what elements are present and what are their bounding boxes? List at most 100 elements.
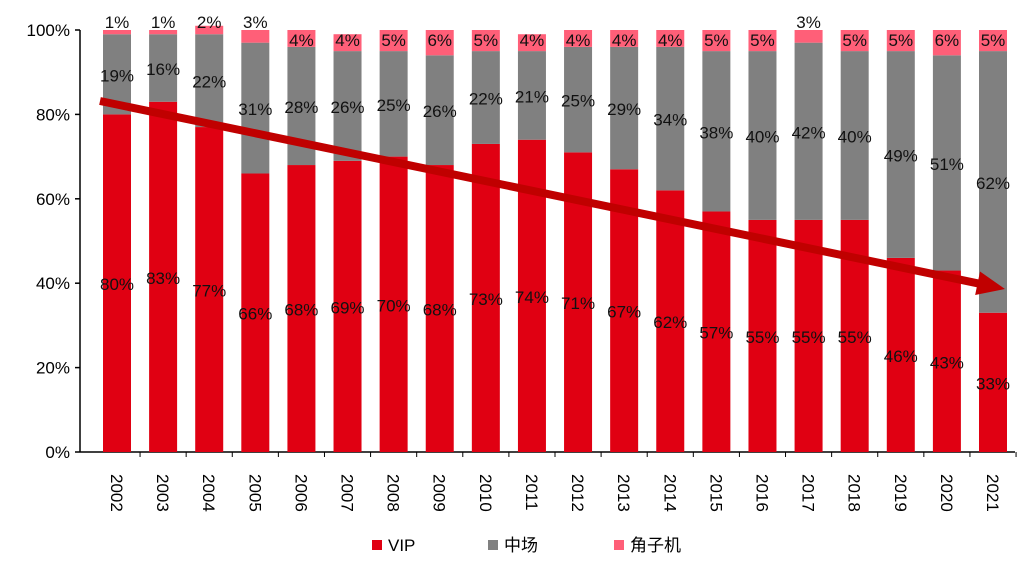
data-label-角子机: 5% [474, 31, 499, 50]
data-label-中场: 62% [976, 174, 1010, 193]
bar-中场-2012 [564, 46, 593, 153]
data-label-中场: 28% [284, 98, 318, 117]
bar-中场-2011 [517, 51, 546, 140]
bar-角子机-2007 [333, 34, 362, 52]
data-label-VIP: 55% [792, 328, 826, 347]
bar-VIP-2009 [425, 165, 454, 453]
data-label-VIP: 67% [607, 303, 641, 322]
x-tick-label: 2004 [199, 474, 218, 512]
bar-VIP-2008 [379, 156, 408, 452]
bar-角子机-2012 [564, 30, 593, 47]
bar-角子机-2017 [794, 30, 823, 43]
bar-角子机-2010 [471, 30, 500, 52]
x-tick-label: 2009 [430, 474, 449, 512]
data-label-角子机: 6% [935, 31, 960, 50]
legend-label-VIP: VIP [388, 536, 415, 555]
bar-VIP-2007 [333, 160, 362, 452]
bar-VIP-2016 [748, 219, 777, 452]
x-tick-label: 2003 [153, 474, 172, 512]
data-label-角子机: 4% [335, 31, 360, 50]
data-label-角子机: 5% [750, 31, 775, 50]
x-tick-label: 2012 [568, 474, 587, 512]
trend-arrow-line [99, 97, 984, 289]
data-label-角子机: 5% [842, 31, 867, 50]
data-label-中场: 31% [238, 100, 272, 119]
x-tick-label: 2013 [614, 474, 633, 512]
y-tick-label: 100% [27, 21, 70, 40]
bar-中场-2021 [979, 51, 1007, 313]
data-label-VIP: 70% [377, 296, 411, 315]
data-label-中场: 49% [884, 146, 918, 165]
bar-VIP-2020 [932, 270, 961, 452]
bar-中场-2016 [748, 51, 777, 220]
x-tick-label: 2007 [338, 474, 357, 512]
data-label-角子机: 4% [612, 31, 637, 50]
bar-中场-2007 [333, 51, 362, 161]
data-label-VIP: 68% [284, 301, 318, 320]
y-tick-label: 20% [36, 359, 70, 378]
data-label-中场: 34% [653, 111, 687, 130]
data-label-中场: 21% [515, 87, 549, 106]
data-label-角子机: 3% [243, 13, 268, 32]
bar-角子机-2019 [886, 30, 915, 52]
data-label-角子机: 2% [197, 13, 222, 32]
data-label-VIP: 74% [515, 288, 549, 307]
bar-角子机-2016 [748, 30, 777, 52]
trend-arrow-head [975, 271, 1005, 296]
bar-VIP-2010 [471, 143, 500, 452]
x-tick-label: 2014 [660, 474, 679, 512]
data-label-中场: 25% [561, 92, 595, 111]
data-label-中场: 40% [745, 128, 779, 147]
data-label-中场: 26% [331, 98, 365, 117]
x-tick-label: 2021 [983, 474, 1002, 512]
bar-中场-2003 [149, 34, 178, 102]
bar-中场-2005 [241, 42, 270, 174]
data-label-VIP: 77% [192, 282, 226, 301]
legend-label-角子机: 角子机 [630, 536, 681, 555]
data-label-VIP: 66% [238, 305, 272, 324]
data-label-中场: 22% [469, 90, 503, 109]
data-label-VIP: 33% [976, 374, 1010, 393]
bar-VIP-2003 [149, 101, 178, 453]
data-label-角子机: 5% [704, 31, 729, 50]
bar-角子机-2014 [656, 30, 685, 47]
bar-角子机-2004 [195, 25, 224, 35]
bar-VIP-2015 [702, 211, 731, 452]
data-label-角子机: 6% [427, 31, 452, 50]
bar-中场-2018 [840, 51, 869, 220]
bar-角子机-2005 [241, 30, 270, 43]
bar-角子机-2008 [379, 30, 408, 52]
legend-swatch-VIP [372, 540, 382, 550]
data-label-VIP: 68% [423, 301, 457, 320]
bar-中场-2013 [610, 46, 639, 170]
bar-中场-2019 [886, 51, 915, 258]
bar-中场-2008 [379, 51, 408, 157]
y-tick-label: 0% [45, 443, 70, 462]
data-label-中场: 40% [838, 128, 872, 147]
bar-中场-2009 [425, 55, 454, 166]
data-label-角子机: 1% [105, 13, 130, 32]
data-label-中场: 16% [146, 60, 180, 79]
bar-VIP-2014 [656, 190, 685, 453]
y-tick-label: 80% [36, 105, 70, 124]
data-label-中场: 19% [100, 66, 134, 85]
bar-VIP-2017 [794, 219, 823, 452]
bar-VIP-2004 [195, 127, 224, 452]
bar-中场-2004 [195, 34, 224, 128]
x-tick-label: 2006 [291, 474, 310, 512]
bar-VIP-2019 [886, 257, 915, 452]
bar-VIP-2002 [103, 114, 131, 453]
data-label-VIP: 55% [838, 328, 872, 347]
x-tick-label: 2017 [799, 474, 818, 512]
x-tick-label: 2019 [891, 474, 910, 512]
bar-角子机-2002 [103, 30, 131, 35]
legend-swatch-角子机 [614, 540, 624, 550]
data-label-中场: 38% [699, 123, 733, 142]
x-tick-label: 2020 [937, 474, 956, 512]
data-label-VIP: 55% [745, 328, 779, 347]
data-label-VIP: 43% [930, 353, 964, 372]
data-label-角子机: 4% [566, 31, 591, 50]
data-label-角子机: 3% [796, 13, 821, 32]
data-label-VIP: 80% [100, 275, 134, 294]
